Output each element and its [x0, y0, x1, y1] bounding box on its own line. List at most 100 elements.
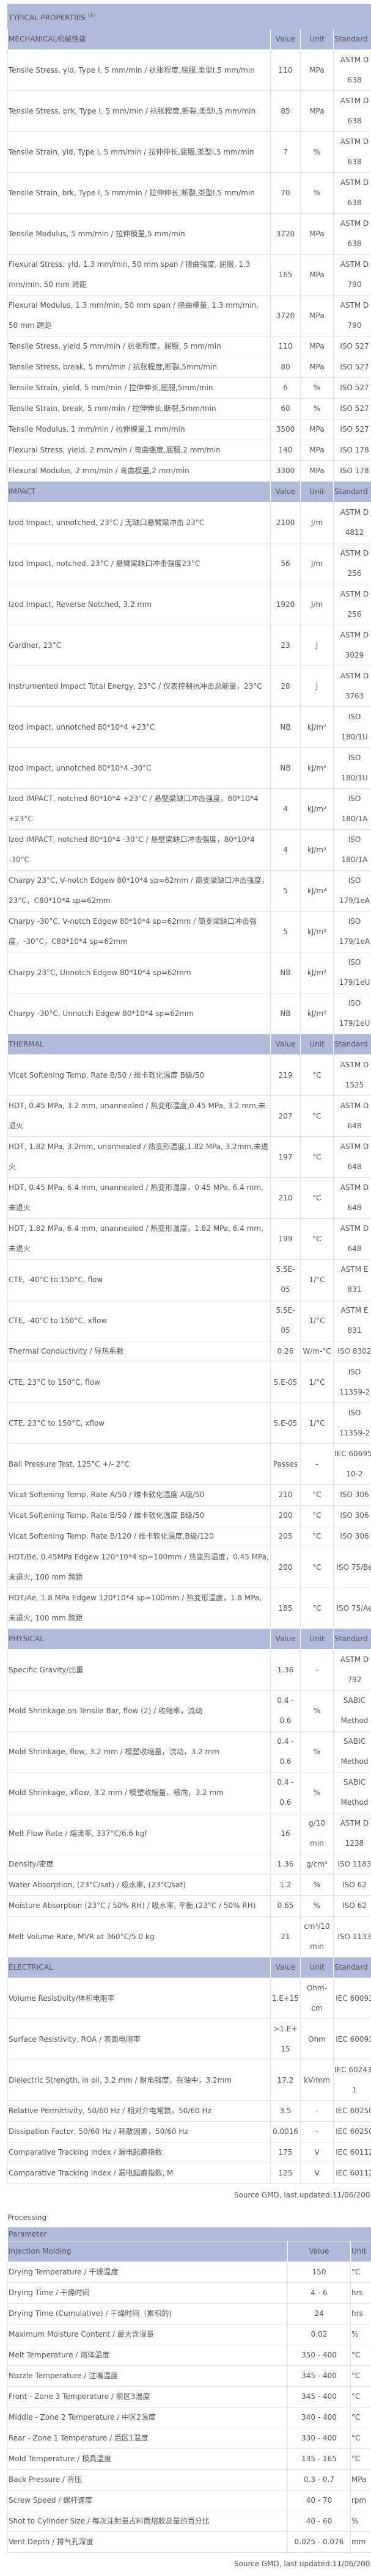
property-standard: ISO 62	[334, 1875, 371, 1896]
property-value: 56	[271, 543, 301, 584]
property-standard: ASTM D 1525	[334, 1055, 371, 1096]
parameter-label: Parameter	[8, 2227, 371, 2241]
table-row: Dissipation Factor, 50/60 Hz / 耗散因素，50/6…	[8, 2122, 371, 2142]
property-name: Vicat Softening Temp, Rate B/120 / 维卡软化温…	[8, 1526, 271, 1547]
property-name: Vicat Softening Temp, Rate B/50 / 维卡软化温度…	[8, 1506, 271, 1526]
property-unit: J/m	[301, 584, 334, 625]
title-text: TYPICAL PROPERTIES	[9, 13, 86, 22]
property-value: 28	[271, 666, 301, 707]
property-unit: %	[301, 173, 334, 214]
table-row: Tensile Stress, yld, Type I, 5 mm/min / …	[8, 50, 371, 91]
property-unit: kJ/m²	[301, 830, 334, 871]
parameter-name: Rear - Zone 1 Temperature / 后区1温度	[8, 2428, 288, 2449]
property-standard: ISO 179/1eU	[334, 993, 371, 1034]
footnote-mark: (1)	[88, 13, 95, 18]
unit-header: Unit	[301, 1034, 334, 1055]
property-unit: kJ/m²	[301, 748, 334, 789]
parameter-unit: °C	[351, 2262, 371, 2283]
property-unit: MPa	[301, 214, 334, 255]
table-row: HDT, 1.82 MPa, 3.2mm, unannealed / 热变形温度…	[8, 1137, 371, 1178]
property-name: Izod Impact, Reverse Notched, 3.2 mm	[8, 584, 271, 625]
property-value: >1.E+15	[271, 2019, 301, 2060]
property-standard: ASTM D 648	[334, 1178, 371, 1219]
unit-header: Unit	[351, 2241, 371, 2262]
standard-header: Standard	[334, 1957, 371, 1978]
property-standard: IEC 60243-1	[334, 2060, 371, 2101]
property-value: 219	[271, 1055, 301, 1096]
property-unit: W/m-°C	[301, 1341, 334, 1362]
processing-parameter-row: Parameter	[8, 2227, 371, 2241]
value-header: Value	[288, 2241, 351, 2262]
property-value: 23	[271, 625, 301, 666]
property-standard: ISO 75/Be	[334, 1547, 371, 1588]
parameter-name: Mold Temperature / 模具温度	[8, 2449, 288, 2470]
property-unit: MPa	[301, 336, 334, 357]
property-value: 1.E+15	[271, 1978, 301, 2019]
property-standard: ASTM D 1238	[334, 1813, 371, 1854]
property-unit: MPa	[301, 461, 334, 482]
property-standard: SABIC Method	[334, 1732, 371, 1772]
property-name: Comparative Tracking Index / 漏电起痕指数	[8, 2142, 271, 2163]
property-standard: SABIC Method	[334, 1691, 371, 1732]
property-name: CTE, -40°C to 150°C, xflow	[8, 1301, 271, 1341]
property-value: 21	[271, 1917, 301, 1957]
property-unit: °C	[301, 1506, 334, 1526]
property-standard: ISO 11359-2	[334, 1362, 371, 1403]
property-name: HDT/Be, 0.45MPa Edgew 120*10*4 sp=100mm …	[8, 1547, 271, 1588]
property-name: Specific Gravity/比重	[8, 1650, 271, 1691]
parameter-name: Front - Zone 3 Temperature / 前区3温度	[8, 2387, 288, 2407]
property-name: Tensile Stress, yld, Type I, 5 mm/min / …	[8, 50, 271, 91]
property-name: Tensile Strain, brk, Type I, 5 mm/min / …	[8, 173, 271, 214]
property-value: 0.4 - 0.6	[271, 1732, 301, 1772]
property-value: 16	[271, 1813, 301, 1854]
value-header: Value	[271, 1957, 301, 1978]
property-unit: %	[301, 1772, 334, 1813]
table-row: Izod IMPACT, notched 80*10*4 +23°C / 悬壁梁…	[8, 789, 371, 830]
property-name: HDT, 1.82 MPa, 3.2mm, unannealed / 热变形温度…	[8, 1137, 271, 1178]
parameter-name: Middle - Zone 2 Temperature / 中区2温度	[8, 2407, 288, 2428]
properties-source-note: Source GMD, last updated:11/06/2003	[7, 2186, 371, 2204]
property-standard: ISO 75/Ae	[334, 1588, 371, 1629]
value-header: Value	[271, 1629, 301, 1650]
table-row: Charpy 23°C, Unnotch Edgew 80*10*4 sp=62…	[8, 952, 371, 993]
processing-table: Parameter Injection Molding Value Unit D…	[7, 2227, 371, 2553]
property-name: Izod Impact, notched, 23°C / 悬臂梁缺口冲击强度23…	[8, 543, 271, 584]
property-standard: SABIC Method	[334, 1772, 371, 1813]
property-name: CTE, -40°C to 150°C, flow	[8, 1260, 271, 1301]
property-standard: ISO 178	[334, 461, 371, 482]
table-row: Tensile Modulus, 1 mm/min / 拉伸模量,1 mm/mi…	[8, 419, 371, 440]
property-standard: ISO 8302	[334, 1341, 371, 1362]
table-row: HDT, 1.82 MPa, 6.4 mm, unannealed / 热变形温…	[8, 1219, 371, 1260]
property-value: 110	[271, 336, 301, 357]
property-name: Density/密度	[8, 1854, 271, 1875]
property-value: 140	[271, 440, 301, 461]
property-name: Ball Pressure Test, 125°C +/- 2°C	[8, 1444, 271, 1485]
property-value: NB	[271, 952, 301, 993]
property-value: 2100	[271, 503, 301, 543]
property-standard: ASTM D 638	[334, 132, 371, 173]
table-row: Flexural Modulus, 2 mm/min / 弯曲模量,2 mm/m…	[8, 461, 371, 482]
property-value: 85	[271, 91, 301, 132]
property-unit: kJ/m²	[301, 952, 334, 993]
property-value: 60	[271, 399, 301, 419]
property-value: 5.5E-05	[271, 1301, 301, 1341]
property-name: HDT, 1.82 MPa, 6.4 mm, unannealed / 热变形温…	[8, 1219, 271, 1260]
property-name: Surface Resistivity, ROA / 表面电阻率	[8, 2019, 271, 2060]
property-standard: ASTM D 792	[334, 1650, 371, 1691]
parameter-name: Back Pressure / 背压	[8, 2470, 288, 2491]
parameter-value: 350 - 400	[288, 2345, 351, 2366]
property-standard: ASTM D 648	[334, 1096, 371, 1137]
property-value: NB	[271, 707, 301, 748]
property-standard: ASTM D 638	[334, 214, 371, 255]
property-value: 199	[271, 1219, 301, 1260]
